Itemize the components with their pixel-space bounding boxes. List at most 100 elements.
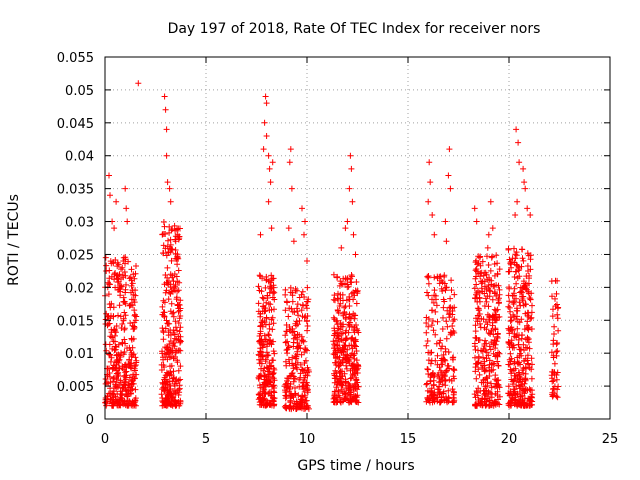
data-point bbox=[343, 362, 350, 369]
data-point bbox=[169, 310, 176, 317]
data-point bbox=[496, 295, 502, 302]
data-point bbox=[292, 391, 299, 398]
data-point bbox=[550, 377, 557, 384]
data-point bbox=[286, 403, 293, 410]
data-point bbox=[472, 364, 479, 371]
data-point bbox=[287, 397, 294, 404]
data-point bbox=[336, 338, 343, 345]
data-point bbox=[115, 276, 122, 283]
data-point bbox=[122, 372, 128, 379]
data-point bbox=[292, 320, 299, 327]
data-point bbox=[288, 372, 295, 379]
data-point bbox=[447, 185, 454, 192]
data-point bbox=[479, 258, 486, 265]
data-point bbox=[122, 382, 129, 389]
data-point bbox=[431, 287, 438, 294]
data-point bbox=[475, 260, 482, 267]
data-point bbox=[493, 307, 499, 314]
data-point bbox=[301, 392, 308, 399]
data-point bbox=[436, 383, 443, 390]
y-tick-label: 0.01 bbox=[65, 347, 94, 362]
data-point bbox=[347, 152, 354, 159]
data-point bbox=[423, 342, 430, 349]
chart-title: Day 197 of 2018, Rate Of TEC Index for r… bbox=[168, 21, 541, 37]
data-point bbox=[471, 340, 478, 347]
data-point bbox=[446, 314, 453, 321]
data-point bbox=[169, 274, 176, 281]
data-point bbox=[514, 313, 520, 320]
data-point bbox=[119, 321, 126, 327]
data-point bbox=[282, 307, 289, 314]
data-point bbox=[293, 305, 300, 312]
data-point bbox=[163, 400, 170, 407]
data-point bbox=[122, 402, 129, 409]
data-point bbox=[353, 366, 360, 373]
data-point bbox=[175, 377, 182, 384]
data-point bbox=[516, 346, 523, 353]
data-point bbox=[109, 345, 116, 352]
data-point bbox=[104, 365, 111, 372]
data-point bbox=[124, 218, 131, 225]
data-point bbox=[525, 252, 532, 259]
data-point bbox=[171, 335, 178, 342]
data-point bbox=[267, 283, 273, 290]
data-point bbox=[352, 251, 359, 258]
y-tick-label: 0.045 bbox=[57, 117, 94, 132]
data-point bbox=[511, 330, 518, 337]
data-point bbox=[289, 298, 296, 305]
data-point bbox=[260, 146, 267, 153]
data-point bbox=[349, 273, 355, 280]
data-point bbox=[348, 165, 355, 172]
data-point bbox=[346, 399, 353, 406]
data-point bbox=[162, 106, 169, 113]
data-point bbox=[304, 347, 310, 354]
data-point bbox=[106, 301, 113, 308]
data-point bbox=[257, 330, 264, 337]
data-point bbox=[111, 326, 118, 333]
data-point bbox=[300, 302, 307, 309]
data-point bbox=[271, 296, 278, 303]
data-point bbox=[442, 287, 449, 294]
data-point bbox=[496, 286, 503, 293]
data-point bbox=[480, 316, 487, 323]
data-point bbox=[160, 297, 167, 304]
data-point bbox=[473, 289, 480, 296]
data-point bbox=[270, 338, 277, 345]
data-point bbox=[521, 387, 528, 394]
data-point bbox=[476, 311, 483, 317]
data-point bbox=[496, 393, 503, 400]
data-point bbox=[264, 351, 271, 358]
data-point bbox=[432, 308, 439, 315]
data-point bbox=[164, 264, 171, 271]
data-point bbox=[513, 316, 520, 322]
data-point bbox=[126, 374, 133, 381]
data-point bbox=[282, 358, 289, 365]
data-point bbox=[128, 351, 135, 358]
data-point bbox=[434, 372, 441, 378]
data-point bbox=[123, 205, 130, 212]
data-point bbox=[174, 302, 181, 309]
data-point bbox=[524, 205, 531, 212]
data-point bbox=[427, 349, 434, 356]
data-point bbox=[345, 380, 352, 387]
data-point bbox=[348, 342, 355, 349]
data-point bbox=[115, 312, 121, 319]
data-point bbox=[302, 405, 309, 412]
data-point bbox=[266, 165, 273, 172]
data-point bbox=[484, 244, 491, 251]
data-point bbox=[485, 262, 492, 268]
data-point bbox=[161, 380, 168, 387]
data-point bbox=[348, 374, 355, 381]
data-point bbox=[268, 316, 275, 323]
data-point bbox=[116, 283, 123, 289]
data-point bbox=[295, 312, 302, 319]
data-point bbox=[475, 398, 482, 405]
data-point bbox=[518, 316, 525, 323]
data-point bbox=[115, 287, 122, 293]
data-point bbox=[426, 159, 433, 166]
data-point bbox=[106, 275, 113, 282]
data-point bbox=[522, 301, 529, 308]
data-point bbox=[121, 269, 128, 275]
data-point bbox=[289, 360, 295, 367]
data-point bbox=[482, 383, 489, 390]
